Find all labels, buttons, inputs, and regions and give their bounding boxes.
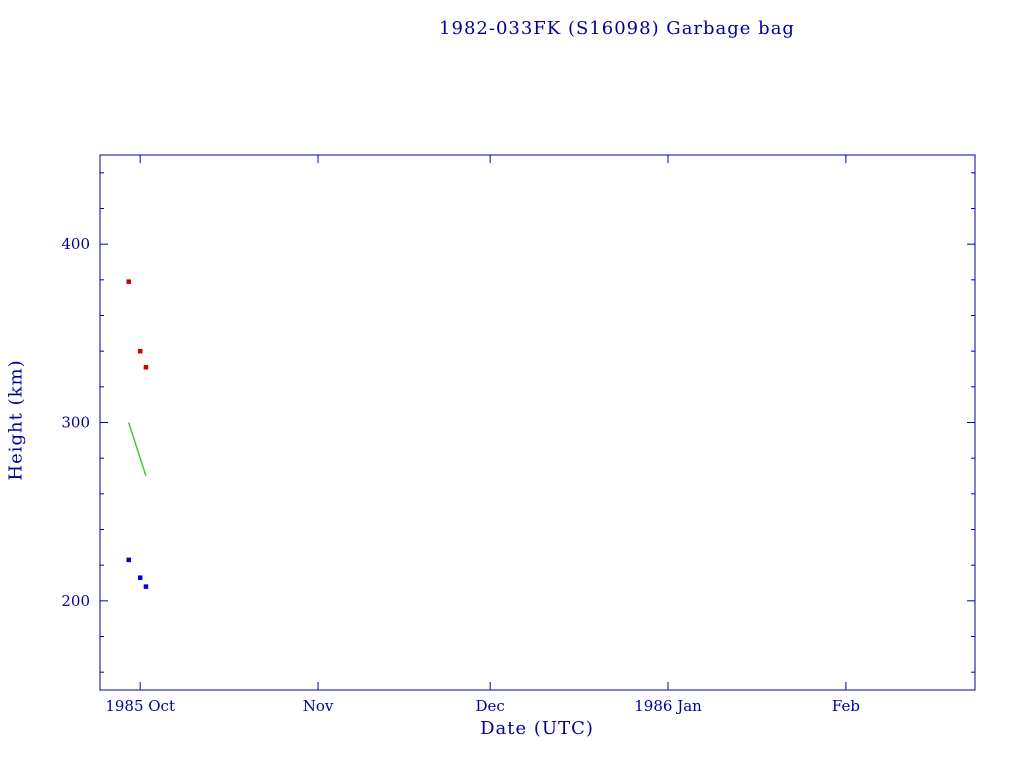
y-tick-label: 400 — [61, 235, 90, 253]
apogee-height-point — [126, 279, 131, 284]
apogee-height-point — [137, 348, 143, 354]
axis-frame — [99, 154, 976, 691]
y-tick-label: 300 — [61, 414, 90, 432]
series-mean-height-trend — [128, 422, 147, 477]
x-tick-label: 1986 Jan — [634, 697, 702, 715]
y-axis-label: Height (km) — [5, 359, 27, 481]
x-tick-label: Feb — [832, 697, 860, 715]
perigee-height-point — [143, 584, 149, 589]
y-tick-label: 200 — [61, 592, 90, 610]
x-tick-label: Nov — [303, 697, 334, 715]
mean-height-trend-line — [128, 422, 147, 477]
tick-labels: 1985 Oct Nov Dec 1986 Jan Feb 200 300 400 — [61, 235, 860, 715]
series-perigee-height — [126, 557, 149, 589]
apogee-height-point — [143, 365, 149, 370]
x-tick-label: 1985 Oct — [105, 697, 175, 715]
x-tick-label: Dec — [476, 697, 505, 715]
perigee-height-point — [137, 575, 143, 580]
series-apogee-height — [126, 279, 149, 370]
x-axis-label: Date (UTC) — [480, 718, 594, 739]
perigee-height-point — [126, 557, 131, 563]
chart-title: 1982-033FK (S16098) Garbage bag — [439, 18, 795, 39]
